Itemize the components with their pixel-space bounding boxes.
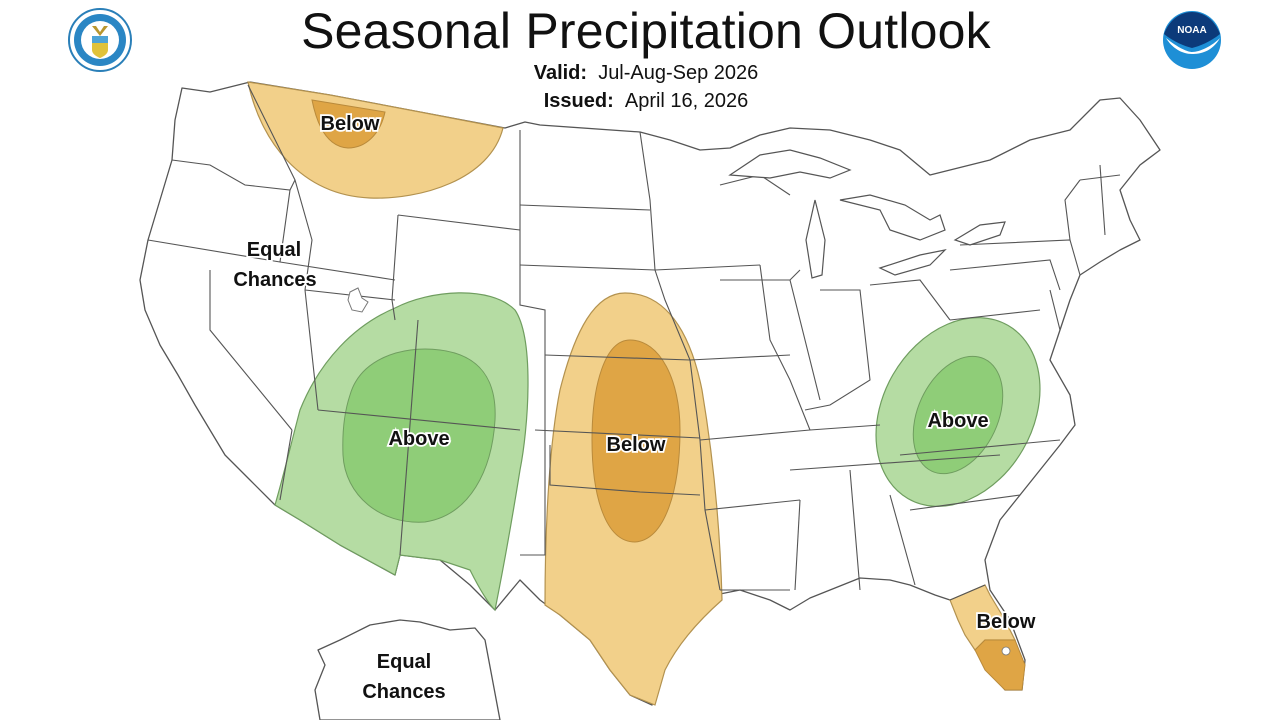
below-region-florida-dark (974, 639, 1026, 691)
label-equal-chances-alaska-line1: Equal (377, 651, 431, 673)
issued-label: Issued: (543, 90, 614, 112)
commerce-seal-logo (68, 8, 132, 72)
label-below-northwest: Below (321, 113, 380, 135)
alaska-outline (314, 619, 501, 720)
great-lakes (728, 149, 1006, 279)
label-below-plains: Below (607, 434, 666, 456)
state-boundaries (147, 84, 1121, 601)
label-equal-chances-west-line1: Equal (247, 239, 301, 261)
below-region-plains-dark (591, 339, 681, 543)
great-salt-lake (347, 287, 369, 313)
label-above-southeast: Above (927, 410, 988, 432)
below-region-northwest-light (247, 81, 504, 199)
valid-label: Valid: (533, 62, 588, 84)
label-equal-chances-west-line2: Chances (233, 269, 316, 291)
map-title: Seasonal Precipitation Outlook (301, 3, 991, 59)
valid-period: Valid: Jul-Aug-Sep 2026 (0, 62, 1280, 85)
above-region-southeast-dark (912, 355, 1004, 475)
label-below-florida: Below (977, 611, 1036, 633)
above-region-southwest-dark (342, 348, 496, 523)
label-equal-chances-alaska-line2: Chances (362, 681, 445, 703)
noaa-logo-text: NOAA (1177, 25, 1206, 36)
lake-okeechobee (1001, 646, 1011, 656)
valid-value: Jul-Aug-Sep 2026 (598, 62, 759, 84)
below-region-northwest-dark (311, 99, 386, 149)
label-above-southwest: Above (388, 428, 449, 450)
issued-value: April 16, 2026 (624, 90, 749, 112)
noaa-logo: NOAA (1161, 9, 1223, 71)
issued-date: Issued: April 16, 2026 (0, 90, 1280, 113)
